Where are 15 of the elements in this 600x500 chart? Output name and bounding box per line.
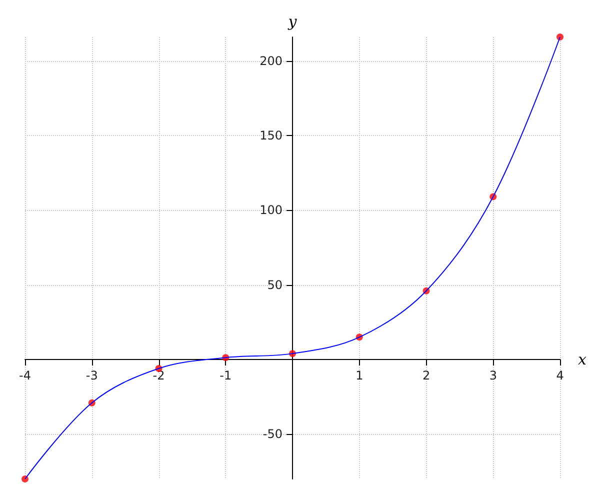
x-axis-title: x [578,350,587,369]
y-tick-label: 150 [260,128,282,143]
x-tick-label: -1 [220,368,232,383]
x-tick-label: 2 [422,368,430,383]
x-tick-label: -2 [152,368,165,383]
y-axis-title: y [287,12,298,30]
y-tick-label: 50 [267,278,282,292]
x-tick-label: 1 [356,368,364,383]
x-tick-label: -4 [19,368,31,383]
x-tick-label: 4 [556,368,564,383]
y-tick-label: 100 [260,203,282,218]
y-tick-label: 200 [260,54,282,68]
x-tick-label: 3 [489,368,497,383]
x-tick-label: -3 [86,368,98,383]
y-tick-label: -50 [262,427,282,442]
